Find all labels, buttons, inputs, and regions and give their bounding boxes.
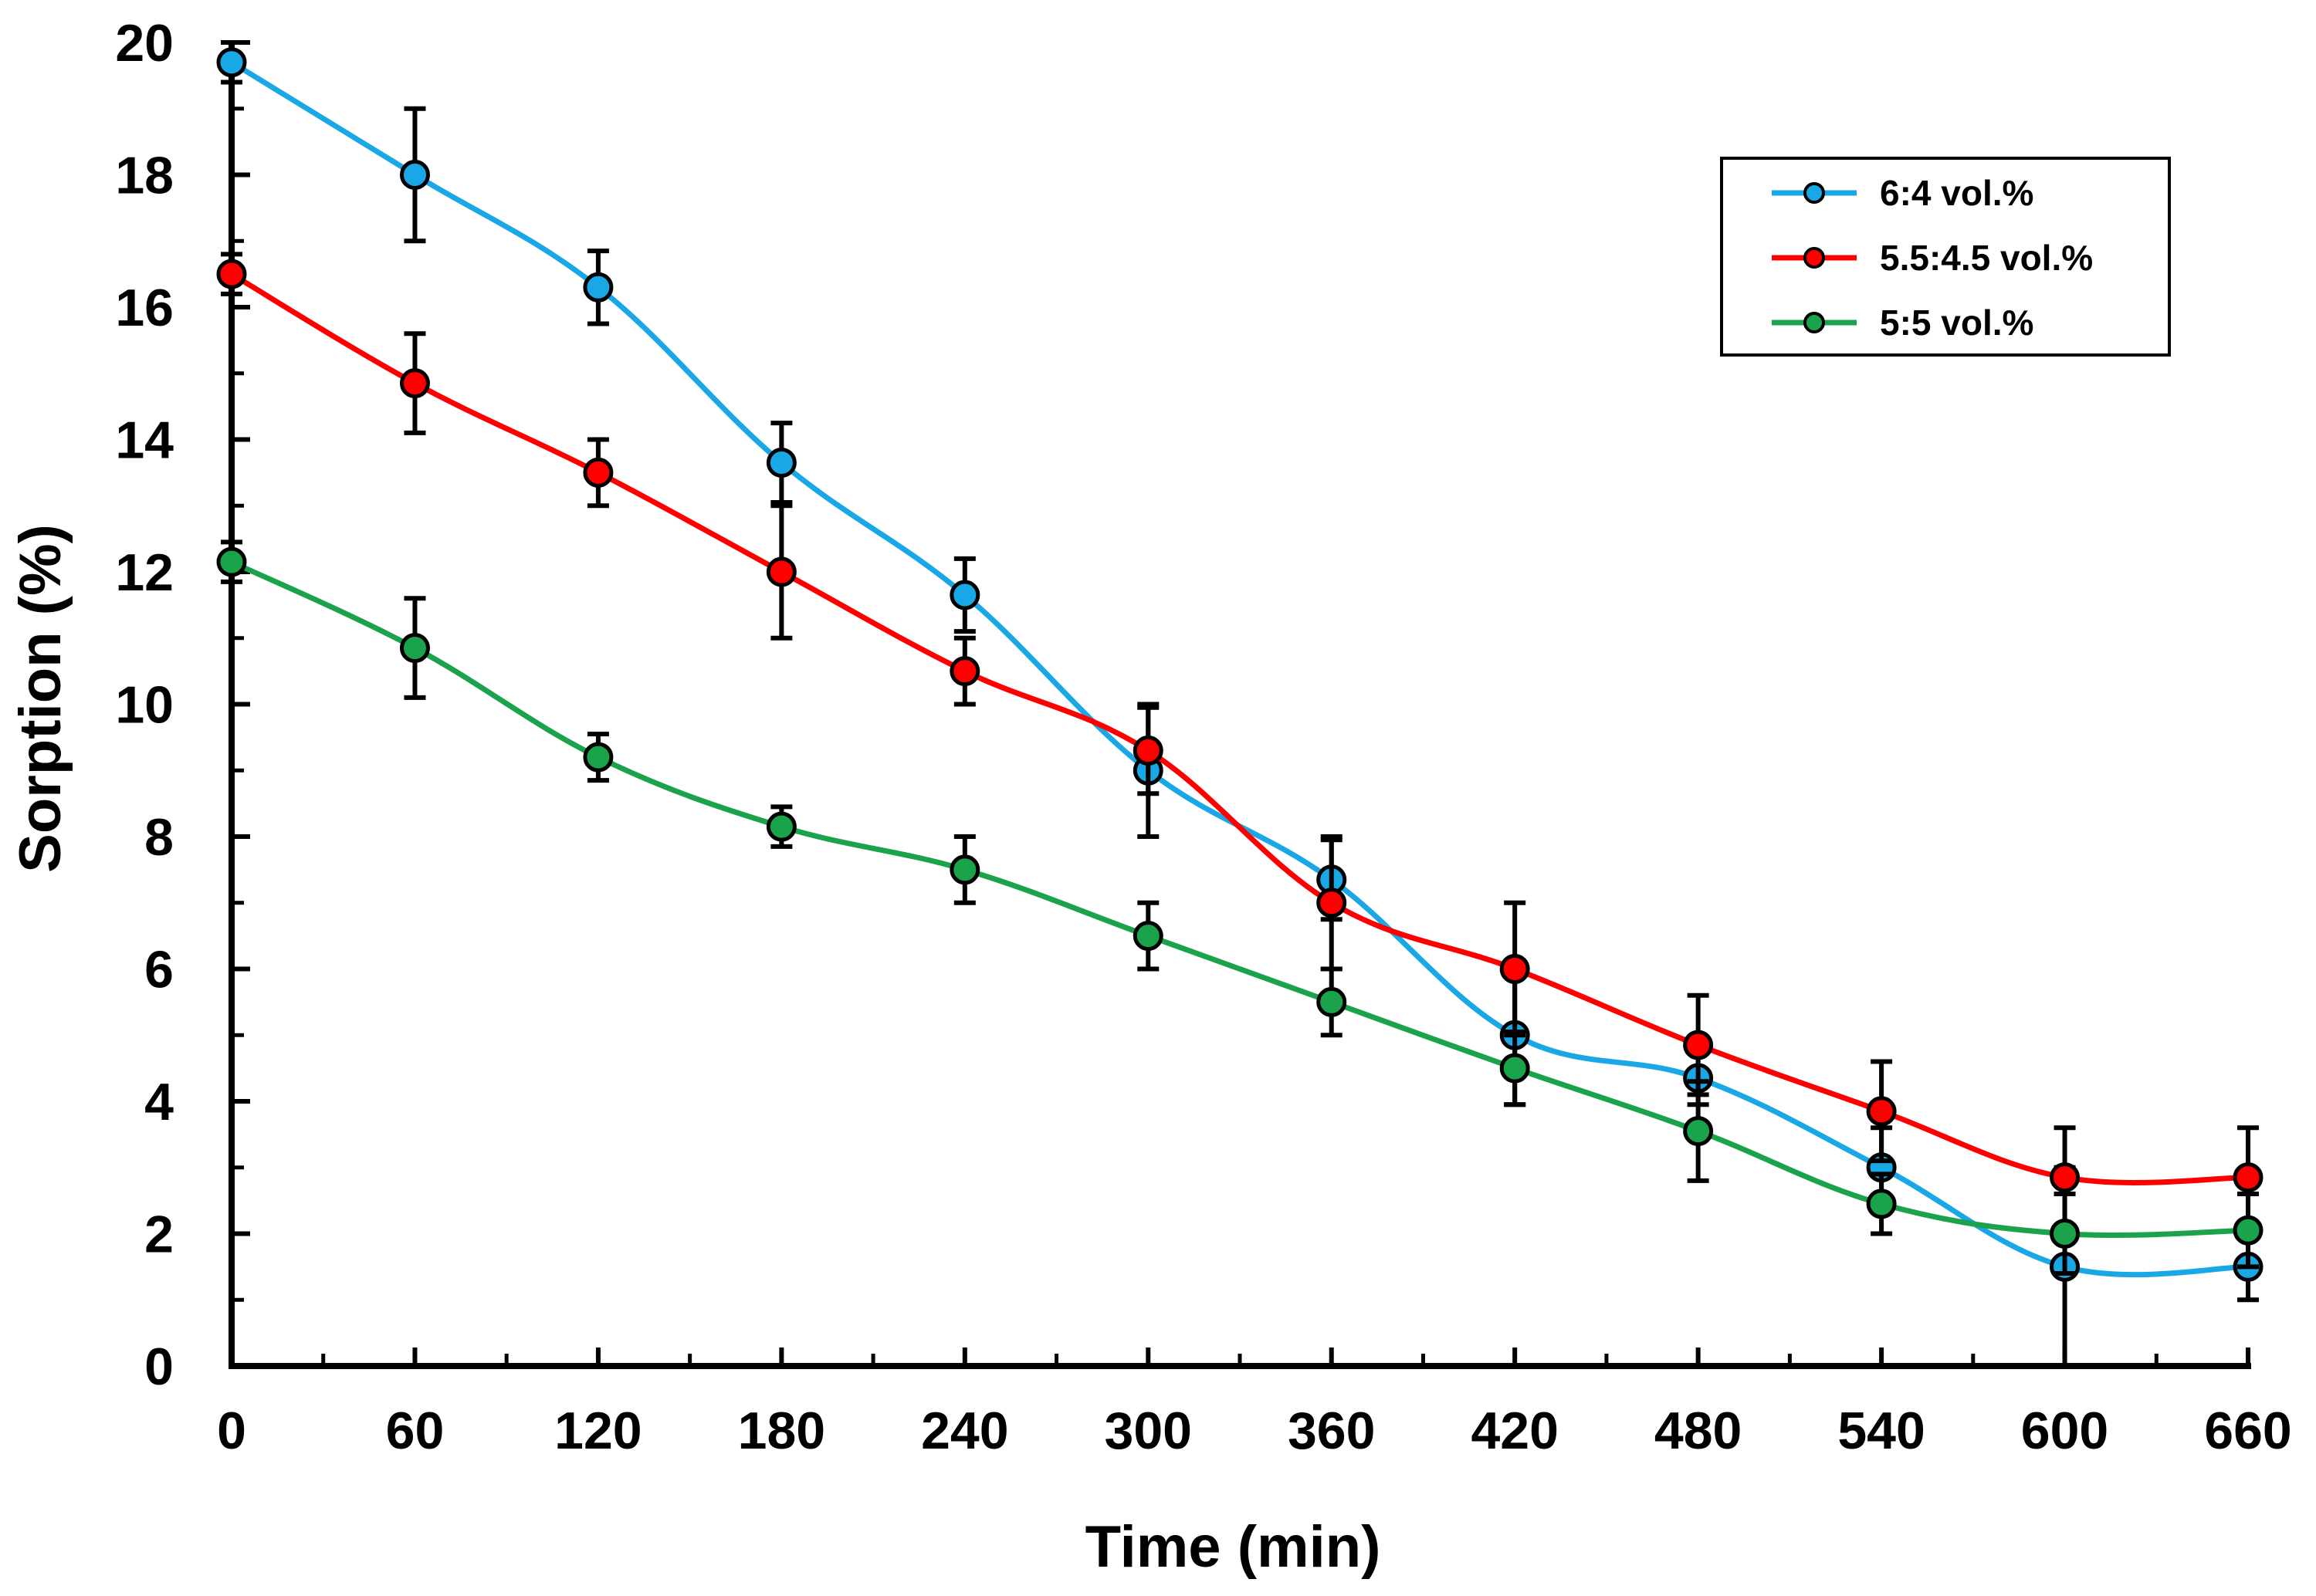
data-point <box>2050 1219 2081 1249</box>
y-tick-label: 12 <box>115 543 174 602</box>
y-tick-label: 4 <box>144 1073 174 1131</box>
data-point <box>1316 888 1347 918</box>
data-point <box>2233 1215 2264 1246</box>
y-tick-label: 8 <box>144 808 174 867</box>
data-point <box>583 457 614 488</box>
y-tick-label: 14 <box>115 411 174 470</box>
data-point <box>216 259 247 289</box>
y-axis-title: Sorption (%) <box>8 524 73 873</box>
x-tick-label: 660 <box>2204 1402 2291 1460</box>
data-point <box>766 811 797 842</box>
x-tick-label: 600 <box>2021 1402 2108 1460</box>
x-tick-label: 180 <box>738 1402 825 1460</box>
series-line <box>230 272 2249 1185</box>
y-tick-label: 0 <box>144 1337 174 1396</box>
data-point <box>1683 1116 1714 1147</box>
legend: 6:4 vol.% 5.5:4.5 vol.% 5:5 vol.% <box>1720 157 2171 357</box>
data-point <box>1866 1096 1897 1127</box>
data-point <box>1499 954 1530 984</box>
x-tick-label: 120 <box>554 1402 642 1460</box>
data-point <box>1316 986 1347 1017</box>
data-point <box>583 742 614 773</box>
series-5-5-4-5-vol <box>216 252 2264 1229</box>
data-point <box>1133 921 1163 952</box>
legend-item-5-5-vol: 5:5 vol.% <box>1772 303 2033 343</box>
data-point <box>950 580 980 610</box>
x-tick-label: 540 <box>1837 1402 1925 1460</box>
series-line <box>230 559 2249 1239</box>
y-tick-label: 20 <box>115 14 174 73</box>
axes: 0 60 120 180 240 300 360 420 480 540 600 660 0 2 4 6 8 10… <box>115 14 2291 1460</box>
data-point <box>2233 1162 2264 1193</box>
x-tick-label: 420 <box>1471 1402 1558 1460</box>
data-point <box>950 656 980 687</box>
y-tick-label: 6 <box>144 941 174 999</box>
legend-label: 5.5:4.5 vol.% <box>1880 238 2093 278</box>
data-point <box>1683 1030 1714 1060</box>
x-tick-label: 0 <box>217 1402 246 1460</box>
legend-marker <box>1803 182 1825 204</box>
data-point <box>1499 1053 1530 1084</box>
data-point <box>399 160 430 190</box>
series-5-5-vol <box>216 539 2264 1276</box>
legend-marker <box>1803 312 1825 333</box>
data-point <box>216 47 247 78</box>
x-tick-label: 60 <box>386 1402 445 1460</box>
y-tick-label: 2 <box>144 1205 174 1264</box>
data-point <box>399 368 430 399</box>
series-layer <box>216 40 2264 1368</box>
data-point <box>766 556 797 587</box>
legend-item-5-5-4-5-vol: 5.5:4.5 vol.% <box>1772 238 2093 278</box>
x-tick-label: 480 <box>1654 1402 1742 1460</box>
data-point <box>950 854 980 885</box>
y-tick-label: 10 <box>115 676 174 735</box>
data-point <box>2050 1162 2081 1193</box>
data-point <box>216 546 247 577</box>
x-tick-label: 360 <box>1288 1402 1375 1460</box>
data-point <box>1133 735 1163 766</box>
x-axis-title: Time (min) <box>1085 1514 1381 1580</box>
y-tick-label: 18 <box>115 147 174 205</box>
legend-marker <box>1803 247 1825 269</box>
data-point <box>1866 1189 1897 1219</box>
y-tick-label: 16 <box>115 279 174 337</box>
x-tick-label: 300 <box>1105 1402 1192 1460</box>
data-point <box>583 272 614 303</box>
data-point <box>766 448 797 478</box>
legend-item-6-4-vol: 6:4 vol.% <box>1772 173 2033 213</box>
legend-label: 6:4 vol.% <box>1880 173 2033 213</box>
legend-label: 5:5 vol.% <box>1880 303 2033 343</box>
data-point <box>399 633 430 664</box>
x-tick-label: 240 <box>921 1402 1008 1460</box>
